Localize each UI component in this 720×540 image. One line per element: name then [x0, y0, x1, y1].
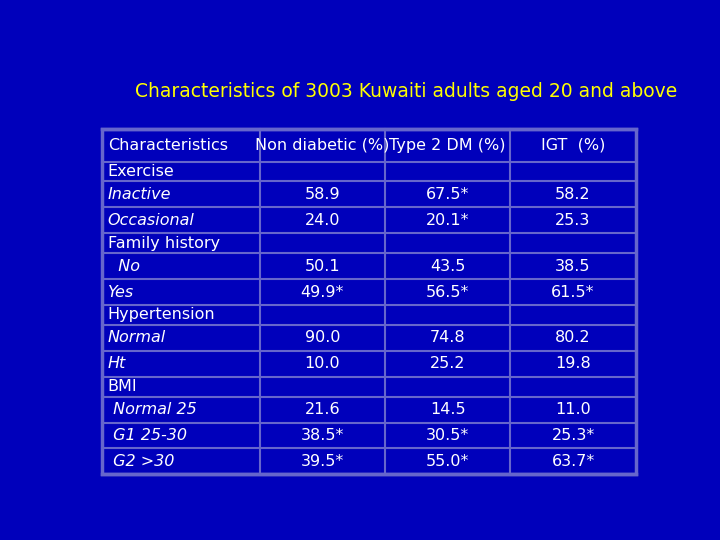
Text: 56.5*: 56.5* — [426, 285, 469, 300]
Text: Normal: Normal — [108, 330, 166, 346]
Text: 19.8: 19.8 — [555, 356, 591, 372]
Text: Characteristics of 3003 Kuwaiti adults aged 20 and above: Characteristics of 3003 Kuwaiti adults a… — [135, 82, 677, 102]
Text: 24.0: 24.0 — [305, 213, 340, 228]
Text: Type 2 DM (%): Type 2 DM (%) — [390, 138, 506, 153]
Text: Characteristics: Characteristics — [108, 138, 228, 153]
Text: 49.9*: 49.9* — [301, 285, 344, 300]
Text: No: No — [108, 259, 140, 274]
Text: 43.5: 43.5 — [430, 259, 465, 274]
Text: 20.1*: 20.1* — [426, 213, 469, 228]
Text: 11.0: 11.0 — [555, 402, 591, 417]
Text: 58.9: 58.9 — [305, 187, 340, 202]
Text: 61.5*: 61.5* — [552, 285, 595, 300]
Text: Yes: Yes — [108, 285, 134, 300]
Text: Non diabetic (%): Non diabetic (%) — [255, 138, 390, 153]
Text: 63.7*: 63.7* — [552, 454, 595, 469]
Text: Family history: Family history — [108, 236, 220, 251]
Text: 30.5*: 30.5* — [426, 428, 469, 443]
Text: BMI: BMI — [108, 379, 138, 394]
Text: Hypertension: Hypertension — [108, 307, 215, 322]
Text: 90.0: 90.0 — [305, 330, 340, 346]
Text: G1 25-30: G1 25-30 — [108, 428, 187, 443]
Text: 50.1: 50.1 — [305, 259, 340, 274]
Text: 25.3: 25.3 — [555, 213, 590, 228]
Text: 14.5: 14.5 — [430, 402, 466, 417]
Text: 80.2: 80.2 — [555, 330, 591, 346]
Text: 39.5*: 39.5* — [301, 454, 344, 469]
Text: 25.2: 25.2 — [430, 356, 465, 372]
Text: 21.6: 21.6 — [305, 402, 340, 417]
Text: Normal 25: Normal 25 — [108, 402, 197, 417]
Text: 58.2: 58.2 — [555, 187, 591, 202]
Text: Inactive: Inactive — [108, 187, 171, 202]
Text: IGT  (%): IGT (%) — [541, 138, 606, 153]
Text: Exercise: Exercise — [108, 164, 175, 179]
Text: 38.5*: 38.5* — [301, 428, 344, 443]
Text: G2 >30: G2 >30 — [108, 454, 174, 469]
Text: 55.0*: 55.0* — [426, 454, 469, 469]
Text: 38.5: 38.5 — [555, 259, 591, 274]
Text: 25.3*: 25.3* — [552, 428, 595, 443]
Text: 10.0: 10.0 — [305, 356, 340, 372]
Text: Occasional: Occasional — [108, 213, 194, 228]
Text: Ht: Ht — [108, 356, 126, 372]
Text: 67.5*: 67.5* — [426, 187, 469, 202]
Text: 74.8: 74.8 — [430, 330, 466, 346]
